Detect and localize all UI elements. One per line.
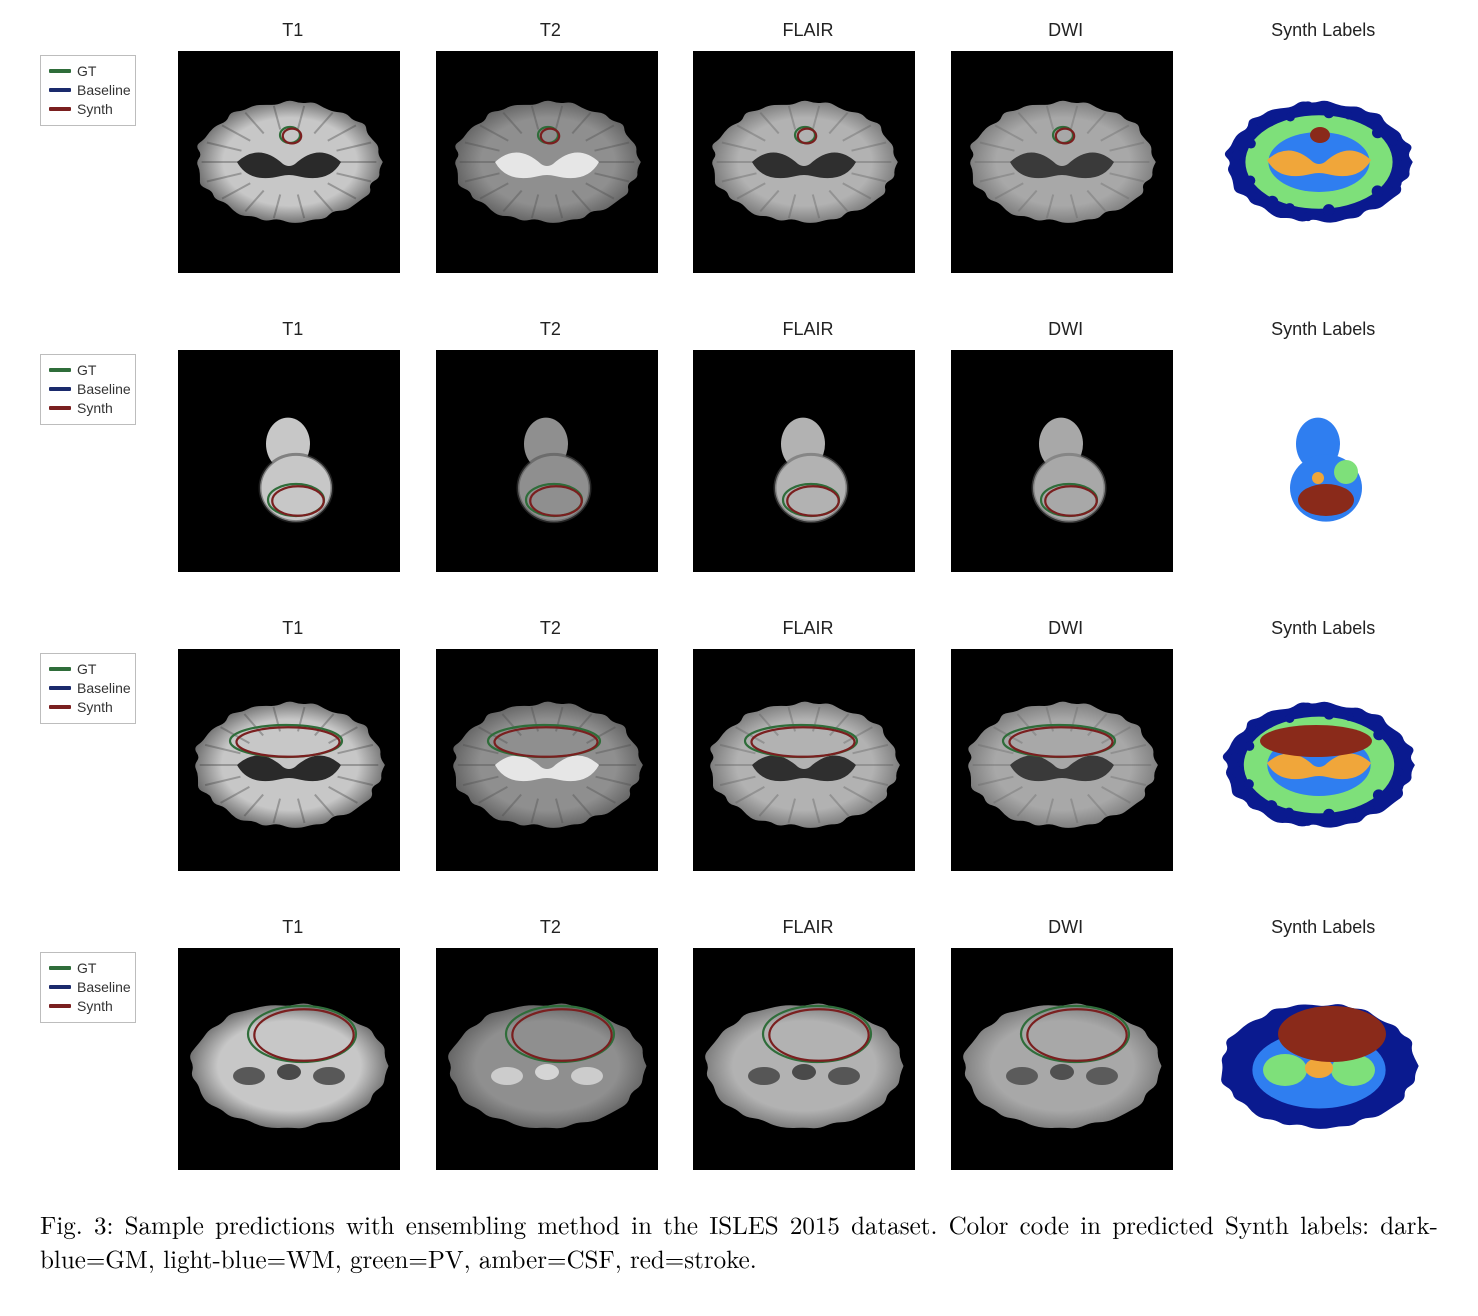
column-title: T1 [178,319,408,342]
column-title: FLAIR [693,618,923,641]
legend-swatch [49,368,71,372]
legend: GTBaselineSynth [40,952,136,1023]
column-title: FLAIR [693,20,923,43]
legend-item: GT [49,959,127,978]
legend-item: GT [49,361,127,380]
legend-item: GT [49,62,127,81]
legend-swatch [49,107,71,111]
legend-label: Synth [77,997,113,1016]
column-title: T2 [436,618,666,641]
mri-panel-t2 [436,51,658,273]
legend: GTBaselineSynth [40,653,136,724]
column-title: T1 [178,917,408,940]
legend-label: Synth [77,100,113,119]
mri-panel-flair [693,948,915,1170]
legend-item: Baseline [49,978,127,997]
legend-item: Synth [49,997,127,1016]
mri-panel-t1 [178,948,400,1170]
legend-swatch [49,705,71,709]
legend-swatch [49,985,71,989]
legend-label: Synth [77,399,113,418]
legend-item: Baseline [49,380,127,399]
column-title: Synth Labels [1208,319,1438,342]
legend-label: Baseline [77,380,131,399]
legend-swatch [49,667,71,671]
column-title: T2 [436,319,666,342]
mri-panel-t2 [436,350,658,572]
column-title: Synth Labels [1208,618,1438,641]
legend-swatch [49,387,71,391]
legend-label: GT [77,62,96,81]
column-title: T1 [178,618,408,641]
legend-swatch [49,69,71,73]
column-title: Synth Labels [1208,20,1438,43]
column-title: T2 [436,20,666,43]
legend-swatch [49,966,71,970]
caption-text: Sample predictions with ensembling metho… [40,1207,1438,1276]
legend-swatch [49,1004,71,1008]
column-title: T1 [178,20,408,43]
figure-caption: Fig. 3: Sample predictions with ensembli… [40,1208,1438,1276]
synth-labels-panel [1208,350,1430,572]
legend-item: Baseline [49,81,127,100]
mri-panel-flair [693,350,915,572]
column-title: DWI [951,917,1181,940]
row-spacer [40,281,1438,311]
column-title: FLAIR [693,319,923,342]
mri-panel-t1 [178,649,400,871]
mri-panel-t2 [436,649,658,871]
legend-cell: GTBaselineSynth [40,51,150,126]
column-title: DWI [951,319,1181,342]
synth-labels-panel [1208,948,1430,1170]
legend-cell: GTBaselineSynth [40,649,150,724]
mri-panel-t1 [178,51,400,273]
legend-label: GT [77,361,96,380]
column-title: FLAIR [693,917,923,940]
caption-prefix: Fig. 3: [40,1207,113,1242]
legend-item: GT [49,660,127,679]
legend-label: GT [77,959,96,978]
mri-panel-t1 [178,350,400,572]
column-title: T2 [436,917,666,940]
figure-grid: T1T2FLAIRDWISynth LabelsGTBaselineSynthT… [40,20,1438,1170]
mri-panel-dwi [951,51,1173,273]
row-spacer [40,580,1438,610]
legend-item: Synth [49,399,127,418]
legend-label: Baseline [77,679,131,698]
column-title: DWI [951,618,1181,641]
figure-page: T1T2FLAIRDWISynth LabelsGTBaselineSynthT… [0,0,1478,1316]
legend-label: Baseline [77,81,131,100]
row-spacer [40,879,1438,909]
mri-panel-dwi [951,649,1173,871]
legend-swatch [49,88,71,92]
legend-cell: GTBaselineSynth [40,948,150,1023]
synth-labels-panel [1208,649,1430,871]
legend-label: GT [77,660,96,679]
synth-labels-panel [1208,51,1430,273]
legend-swatch [49,686,71,690]
mri-panel-flair [693,649,915,871]
legend-item: Synth [49,698,127,717]
legend-swatch [49,406,71,410]
column-title: DWI [951,20,1181,43]
legend: GTBaselineSynth [40,354,136,425]
legend-label: Baseline [77,978,131,997]
legend: GTBaselineSynth [40,55,136,126]
legend-cell: GTBaselineSynth [40,350,150,425]
legend-item: Synth [49,100,127,119]
legend-label: Synth [77,698,113,717]
mri-panel-flair [693,51,915,273]
mri-panel-dwi [951,350,1173,572]
mri-panel-dwi [951,948,1173,1170]
column-title: Synth Labels [1208,917,1438,940]
mri-panel-t2 [436,948,658,1170]
legend-item: Baseline [49,679,127,698]
